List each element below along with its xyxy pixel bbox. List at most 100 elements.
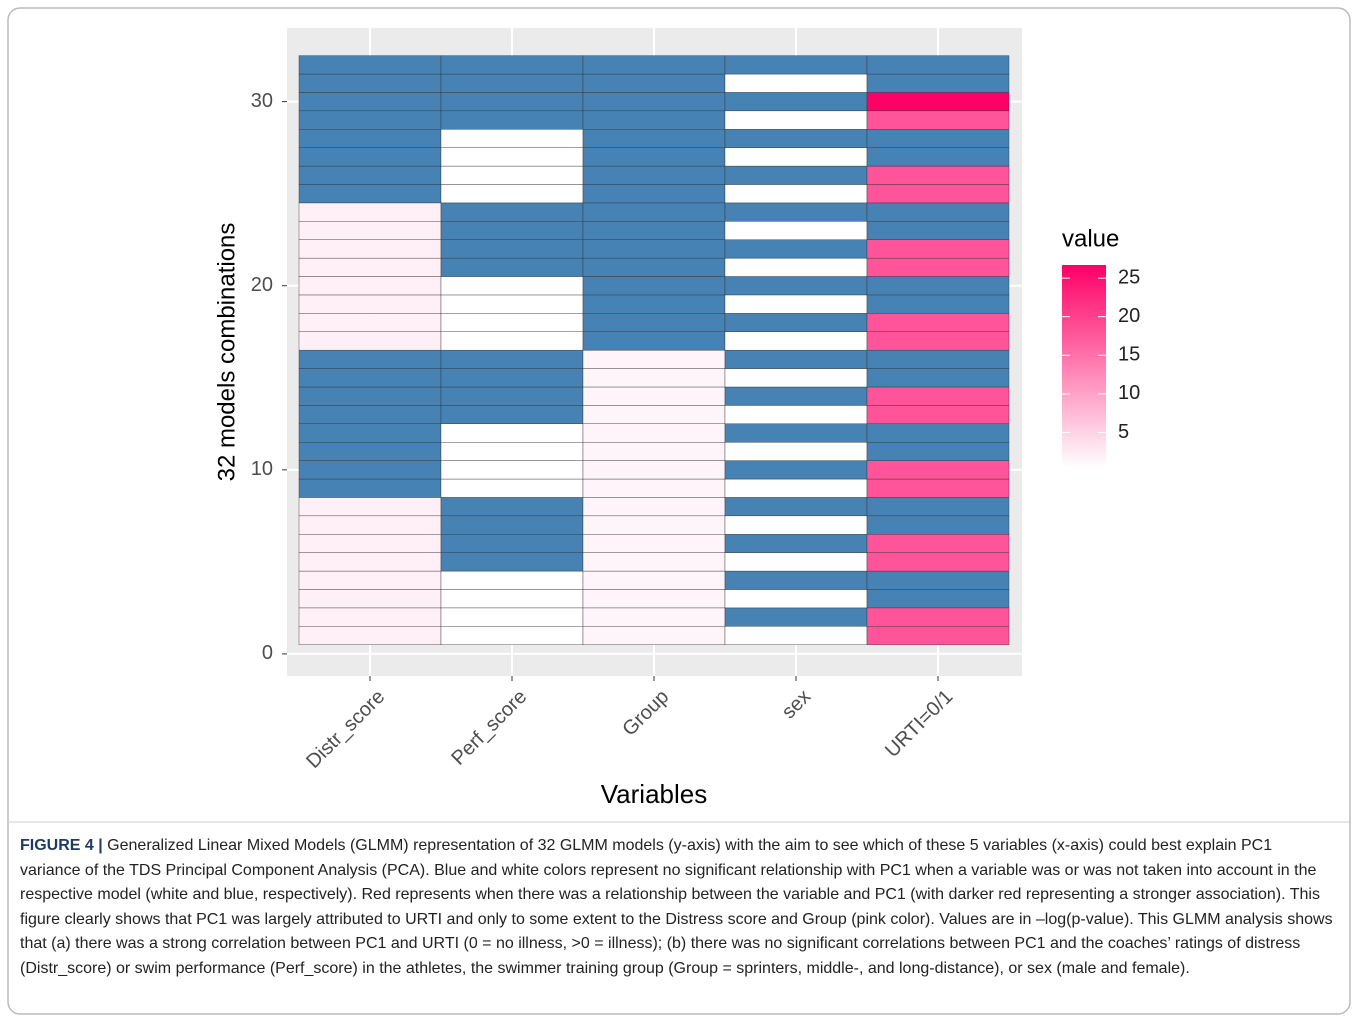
cell	[866, 147, 1010, 167]
cell	[582, 570, 726, 590]
cell	[582, 147, 726, 167]
cell	[866, 497, 1010, 517]
y-tick-label: 10	[251, 458, 273, 480]
cell	[724, 515, 868, 535]
cell	[724, 92, 868, 112]
cell	[440, 534, 584, 553]
cell	[298, 552, 442, 572]
cell	[724, 110, 868, 130]
cell	[866, 239, 1010, 259]
x-axis-title: Variables	[601, 779, 707, 809]
cell	[866, 92, 1010, 112]
cell	[866, 386, 1010, 406]
cell	[582, 442, 726, 461]
cell	[298, 92, 442, 112]
colorbar-label: 5	[1118, 421, 1129, 443]
cell	[866, 110, 1010, 130]
cell	[440, 405, 584, 424]
x-tick-label: Group	[618, 686, 673, 741]
cell	[440, 276, 584, 296]
cell	[440, 165, 584, 185]
colorbar-label: 25	[1118, 266, 1140, 288]
cell	[582, 515, 726, 535]
cell	[582, 221, 726, 240]
cell	[724, 257, 868, 277]
cell	[866, 534, 1010, 553]
cell	[298, 349, 442, 369]
x-tick-label: URTI=0/1	[881, 686, 957, 762]
cell	[724, 349, 868, 369]
cell	[298, 589, 442, 609]
cell	[440, 478, 584, 498]
cell	[866, 202, 1010, 222]
cell	[298, 257, 442, 277]
cell	[440, 552, 584, 572]
cell	[724, 239, 868, 259]
cell	[724, 626, 868, 645]
cell	[440, 349, 584, 369]
cell	[582, 92, 726, 112]
cell	[582, 110, 726, 130]
colorbar-label: 10	[1118, 382, 1140, 404]
cell	[440, 607, 584, 627]
cell	[440, 221, 584, 240]
cell	[440, 55, 584, 75]
cell	[440, 147, 584, 167]
cell	[582, 184, 726, 204]
cell	[298, 55, 442, 75]
cell	[724, 313, 868, 332]
cell	[866, 221, 1010, 240]
cell	[440, 589, 584, 609]
cell	[440, 110, 584, 130]
cell	[440, 515, 584, 535]
cell	[582, 626, 726, 645]
cell	[298, 626, 442, 645]
cell	[298, 184, 442, 204]
cell	[440, 423, 584, 443]
cell	[298, 442, 442, 461]
cell	[724, 589, 868, 609]
cell	[724, 478, 868, 498]
cell	[866, 276, 1010, 296]
legend-title: value	[1062, 225, 1119, 252]
cell	[724, 165, 868, 185]
cell	[866, 570, 1010, 590]
cell	[724, 331, 868, 351]
cell	[298, 221, 442, 240]
cell	[582, 331, 726, 351]
cell	[298, 294, 442, 314]
cell	[866, 405, 1010, 424]
cell	[866, 626, 1010, 645]
cell	[582, 405, 726, 424]
cell	[298, 423, 442, 443]
cell	[724, 534, 868, 553]
cell	[440, 239, 584, 259]
caption: FIGURE 4 | Generalized Linear Mixed Mode…	[20, 834, 1336, 981]
cell	[866, 552, 1010, 572]
cell	[440, 202, 584, 222]
cell	[440, 460, 584, 480]
cell	[298, 478, 442, 498]
cell	[724, 442, 868, 461]
cell	[440, 313, 584, 332]
cell	[298, 110, 442, 130]
cell	[298, 515, 442, 535]
cell	[724, 423, 868, 443]
cell	[866, 515, 1010, 535]
cell	[582, 165, 726, 185]
cell	[298, 331, 442, 351]
cell	[298, 147, 442, 167]
cell	[724, 497, 868, 517]
cell	[582, 534, 726, 553]
cell	[866, 331, 1010, 351]
cell	[866, 349, 1010, 369]
cell	[440, 497, 584, 517]
cell	[298, 239, 442, 259]
cell	[440, 368, 584, 388]
cell	[582, 73, 726, 93]
cell	[724, 276, 868, 296]
cell	[582, 257, 726, 277]
cell	[724, 147, 868, 167]
cell	[724, 405, 868, 424]
cell	[298, 460, 442, 480]
